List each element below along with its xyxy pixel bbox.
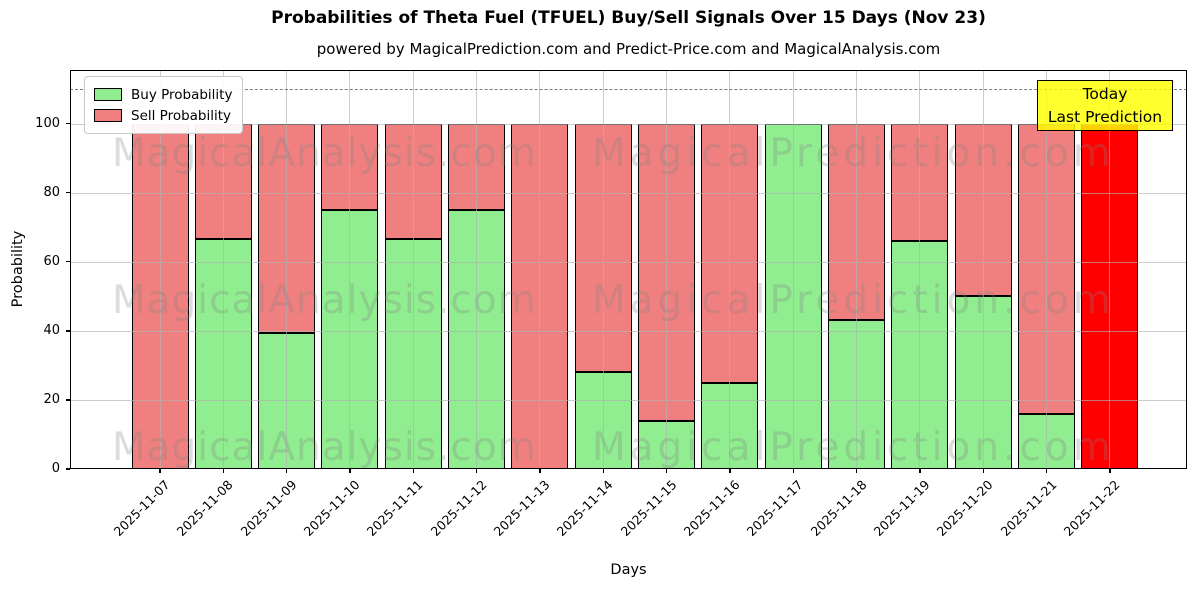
y-tick-0 bbox=[66, 468, 70, 470]
today-annotation-box: Today Last Prediction bbox=[1037, 80, 1173, 131]
watermark-analysis-row1: MagicalAnalysis.com bbox=[112, 131, 537, 176]
gridline-y-100 bbox=[70, 123, 1187, 125]
gridline-x-2025-11-10 bbox=[349, 70, 351, 469]
gridline-x-2025-11-15 bbox=[666, 70, 668, 469]
gridline-x-2025-11-22 bbox=[1109, 70, 1111, 469]
gridline-x-2025-11-13 bbox=[539, 70, 541, 469]
x-tick-2025-11-21 bbox=[1045, 469, 1048, 473]
watermark-analysis-row3: MagicalAnalysis.com bbox=[112, 425, 537, 470]
gridline-x-2025-11-16 bbox=[729, 70, 731, 469]
x-tick-2025-11-14 bbox=[602, 469, 605, 473]
y-tick-label-20: 20 bbox=[43, 391, 60, 407]
x-tick-2025-11-17 bbox=[792, 469, 795, 473]
gridline-x-2025-11-19 bbox=[919, 70, 921, 469]
legend-label-sell: Sell Probability bbox=[131, 107, 232, 124]
legend-label-buy: Buy Probability bbox=[131, 86, 233, 103]
x-tick-2025-11-18 bbox=[855, 469, 858, 473]
x-tick-2025-11-20 bbox=[982, 469, 985, 473]
x-tick-2025-11-07 bbox=[159, 469, 161, 473]
y-tick-20 bbox=[66, 399, 70, 401]
y-tick-40 bbox=[66, 330, 70, 332]
watermark-prediction-row3: MagicalPrediction.com bbox=[592, 425, 1115, 470]
x-tick-2025-11-08 bbox=[222, 469, 225, 473]
gridline-x-2025-11-11 bbox=[412, 70, 414, 469]
x-tick-2025-11-11 bbox=[412, 469, 415, 473]
x-tick-2025-11-12 bbox=[475, 469, 478, 473]
x-tick-2025-11-19 bbox=[919, 469, 921, 473]
today-annotation-line-2: Last Prediction bbox=[1047, 107, 1163, 126]
threshold-dashed-line bbox=[70, 89, 1187, 90]
y-tick-100 bbox=[66, 122, 70, 125]
gridline-y-40 bbox=[70, 330, 1187, 332]
today-annotation-line-1: Today bbox=[1082, 84, 1128, 103]
gridline-x-2025-11-14 bbox=[602, 70, 604, 469]
y-tick-label-60: 60 bbox=[43, 253, 60, 269]
x-axis-label: Days bbox=[610, 562, 647, 578]
gridline-x-2025-11-08 bbox=[222, 70, 224, 469]
y-tick-label-0: 0 bbox=[51, 461, 60, 476]
gridline-y-60 bbox=[70, 261, 1187, 263]
gridline-x-2025-11-21 bbox=[1046, 70, 1048, 469]
chart-subtitle: powered by MagicalPrediction.com and Pre… bbox=[316, 40, 941, 58]
y-tick-label-40: 40 bbox=[43, 322, 60, 338]
y-tick-80 bbox=[66, 191, 70, 194]
plot-area: MagicalAnalysis.com MagicalPrediction.com… bbox=[70, 70, 1187, 470]
watermark-prediction-row1: MagicalPrediction.com bbox=[592, 131, 1115, 176]
y-tick-label-80: 80 bbox=[43, 184, 60, 200]
buy-color-swatch bbox=[94, 88, 122, 101]
legend-entry-buy: Buy Probability bbox=[94, 84, 232, 105]
gridline-x-2025-11-09 bbox=[286, 70, 288, 469]
gridline-y-20 bbox=[70, 399, 1187, 401]
gridline-x-2025-11-17 bbox=[792, 70, 794, 469]
legend: Buy Probability Sell Probability bbox=[84, 76, 244, 134]
gridline-x-2025-11-07 bbox=[159, 70, 161, 469]
y-tick-label-100: 100 bbox=[35, 115, 60, 131]
x-tick-2025-11-09 bbox=[285, 469, 288, 473]
gridline-x-2025-11-20 bbox=[982, 70, 984, 469]
watermark-analysis-row2: MagicalAnalysis.com bbox=[112, 278, 537, 323]
gridline-x-2025-11-12 bbox=[476, 70, 478, 469]
x-tick-2025-11-16 bbox=[729, 469, 731, 473]
y-tick-60 bbox=[66, 261, 70, 263]
x-tick-2025-11-15 bbox=[665, 469, 668, 473]
watermark-prediction-row2: MagicalPrediction.com bbox=[592, 278, 1115, 323]
gridline-y-80 bbox=[70, 192, 1187, 194]
x-tick-2025-11-13 bbox=[539, 469, 541, 473]
x-tick-2025-11-10 bbox=[349, 469, 351, 473]
sell-color-swatch bbox=[94, 109, 122, 122]
chart-title: Probabilities of Theta Fuel (TFUEL) Buy/… bbox=[271, 8, 986, 28]
x-tick-2025-11-22 bbox=[1109, 469, 1111, 473]
gridline-x-2025-11-18 bbox=[856, 70, 858, 469]
legend-entry-sell: Sell Probability bbox=[94, 105, 232, 126]
